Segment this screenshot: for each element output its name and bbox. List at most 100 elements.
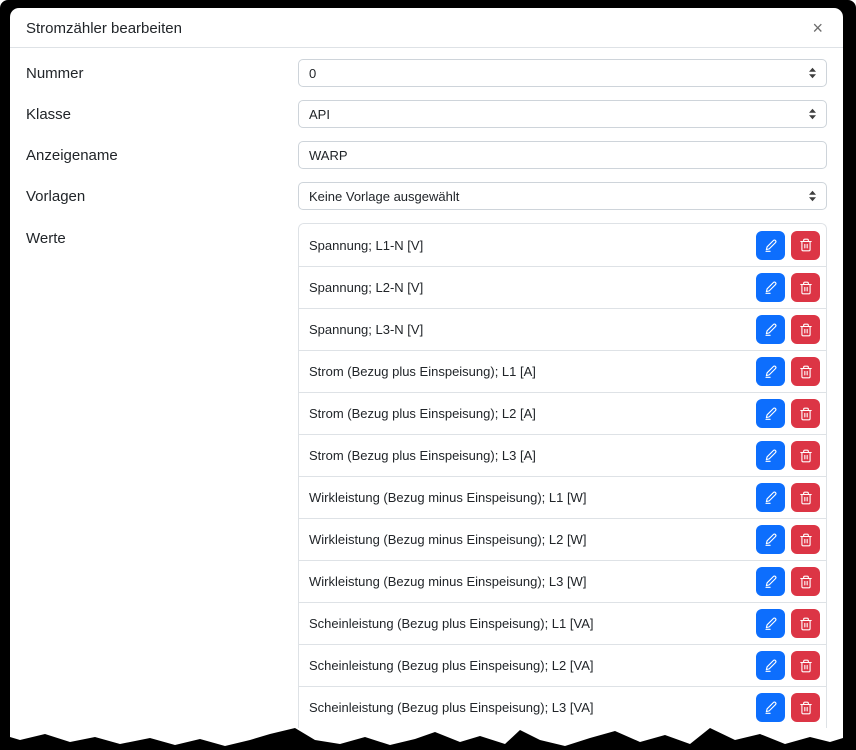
value-list-item: Wirkleistung (Bezug minus Einspeisung); … — [299, 518, 826, 560]
pencil-icon — [763, 322, 778, 337]
pencil-icon — [763, 574, 778, 589]
delete-value-button[interactable] — [791, 525, 820, 554]
vorlagen-select[interactable]: Keine Vorlage ausgewählt — [298, 182, 827, 210]
close-icon[interactable]: × — [808, 19, 827, 37]
value-item-actions — [756, 441, 820, 470]
value-item-actions — [756, 357, 820, 386]
value-item-label: Scheinleistung (Bezug plus Einspeisung);… — [309, 700, 594, 715]
value-item-actions — [756, 483, 820, 512]
value-list-item: Spannung; L2-N [V] — [299, 266, 826, 308]
value-list-item: Spannung; L3-N [V] — [299, 308, 826, 350]
up-down-caret-icon — [808, 108, 817, 120]
form-row-werte: Werte Spannung; L1-N [V] — [26, 223, 827, 728]
trash-icon — [799, 238, 813, 252]
value-list-item: Scheinleistung (Bezug plus Einspeisung);… — [299, 602, 826, 644]
vorlagen-select-value: Keine Vorlage ausgewählt — [309, 188, 460, 204]
edit-value-button[interactable] — [756, 399, 785, 428]
delete-value-button[interactable] — [791, 609, 820, 638]
edit-value-button[interactable] — [756, 525, 785, 554]
edit-value-button[interactable] — [756, 357, 785, 386]
werte-label: Werte — [26, 230, 66, 247]
delete-value-button[interactable] — [791, 230, 820, 260]
value-item-label: Strom (Bezug plus Einspeisung); L1 [A] — [309, 364, 536, 379]
value-item-actions — [756, 567, 820, 596]
anzeigename-label: Anzeigename — [26, 146, 118, 164]
pencil-icon — [763, 658, 778, 673]
value-item-label: Scheinleistung (Bezug plus Einspeisung);… — [309, 616, 594, 631]
delete-value-button[interactable] — [791, 315, 820, 344]
edit-value-button[interactable] — [756, 273, 785, 302]
delete-value-button[interactable] — [791, 693, 820, 722]
trash-icon — [799, 533, 813, 547]
edit-value-button[interactable] — [756, 693, 785, 722]
trash-icon — [799, 659, 813, 673]
modal-body: Nummer 0 Klasse API Anzeigen — [10, 48, 843, 728]
trash-icon — [799, 407, 813, 421]
value-list-item: Wirkleistung (Bezug minus Einspeisung); … — [299, 560, 826, 602]
value-item-actions — [756, 693, 820, 722]
edit-value-button[interactable] — [756, 230, 785, 260]
value-list-item: Scheinleistung (Bezug plus Einspeisung);… — [299, 686, 826, 728]
nummer-select[interactable]: 0 — [298, 59, 827, 87]
pencil-icon — [763, 448, 778, 463]
delete-value-button[interactable] — [791, 483, 820, 512]
up-down-caret-icon — [808, 67, 817, 79]
form-row-anzeigename: Anzeigename — [26, 141, 827, 169]
pencil-icon — [763, 280, 778, 295]
nummer-label: Nummer — [26, 64, 84, 82]
value-list-item: Spannung; L1-N [V] — [299, 224, 826, 266]
edit-value-button[interactable] — [756, 441, 785, 470]
pencil-icon — [763, 364, 778, 379]
value-list-item: Strom (Bezug plus Einspeisung); L1 [A] — [299, 350, 826, 392]
value-list-item: Wirkleistung (Bezug minus Einspeisung); … — [299, 476, 826, 518]
value-item-actions — [756, 609, 820, 638]
value-list-item: Scheinleistung (Bezug plus Einspeisung);… — [299, 644, 826, 686]
up-down-caret-icon — [808, 190, 817, 202]
trash-icon — [799, 491, 813, 505]
value-item-label: Strom (Bezug plus Einspeisung); L3 [A] — [309, 448, 536, 463]
klasse-label: Klasse — [26, 105, 72, 123]
form-row-vorlagen: Vorlagen Keine Vorlage ausgewählt — [26, 182, 827, 210]
delete-value-button[interactable] — [791, 273, 820, 302]
value-item-label: Spannung; L3-N [V] — [309, 322, 424, 337]
value-item-actions — [756, 525, 820, 554]
value-item-actions — [756, 273, 820, 302]
value-item-label: Wirkleistung (Bezug minus Einspeisung); … — [309, 532, 587, 547]
delete-value-button[interactable] — [791, 357, 820, 386]
trash-icon — [799, 323, 813, 337]
nummer-select-value: 0 — [309, 65, 317, 81]
trash-icon — [799, 281, 813, 295]
pencil-icon — [763, 238, 778, 253]
delete-value-button[interactable] — [791, 567, 820, 596]
trash-icon — [799, 701, 813, 715]
value-item-actions — [756, 651, 820, 680]
delete-value-button[interactable] — [791, 651, 820, 680]
pencil-icon — [763, 532, 778, 547]
value-item-label: Strom (Bezug plus Einspeisung); L2 [A] — [309, 406, 536, 421]
edit-value-button[interactable] — [756, 567, 785, 596]
trash-icon — [799, 617, 813, 631]
delete-value-button[interactable] — [791, 441, 820, 470]
modal-title: Stromzähler bearbeiten — [26, 19, 182, 37]
value-item-actions — [756, 230, 820, 260]
werte-list: Spannung; L1-N [V] — [298, 223, 827, 728]
value-list-item: Strom (Bezug plus Einspeisung); L2 [A] — [299, 392, 826, 434]
edit-value-button[interactable] — [756, 315, 785, 344]
pencil-icon — [763, 700, 778, 715]
form-row-klasse: Klasse API — [26, 100, 827, 128]
pencil-icon — [763, 406, 778, 421]
delete-value-button[interactable] — [791, 399, 820, 428]
edit-value-button[interactable] — [756, 651, 785, 680]
klasse-select[interactable]: API — [298, 100, 827, 128]
value-list-item: Strom (Bezug plus Einspeisung); L3 [A] — [299, 434, 826, 476]
edit-value-button[interactable] — [756, 609, 785, 638]
klasse-select-value: API — [309, 106, 330, 122]
edit-value-button[interactable] — [756, 483, 785, 512]
modal-header: Stromzähler bearbeiten × — [10, 8, 843, 48]
value-item-actions — [756, 399, 820, 428]
vorlagen-label: Vorlagen — [26, 187, 86, 205]
value-item-actions — [756, 315, 820, 344]
trash-icon — [799, 365, 813, 379]
anzeigename-input[interactable] — [298, 141, 827, 169]
